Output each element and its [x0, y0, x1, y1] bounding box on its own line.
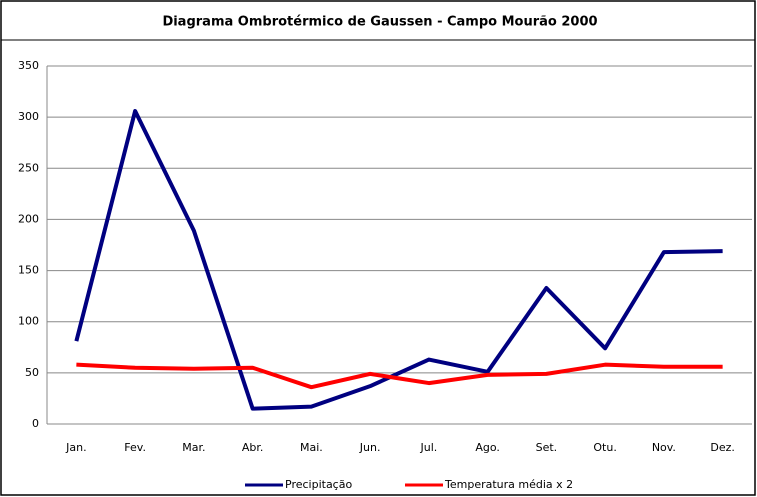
legend-label: Temperatura média x 2: [444, 478, 573, 491]
x-tick-label: Fev.: [124, 441, 146, 454]
x-tick-label: Jul.: [419, 441, 437, 454]
x-tick-label: Set.: [536, 441, 558, 454]
series-line: [76, 362, 723, 390]
y-tick-label: 350: [18, 59, 39, 72]
x-tick-label: Mar.: [182, 441, 205, 454]
x-tick-label: Jun.: [359, 441, 381, 454]
y-tick-label: 0: [32, 417, 39, 430]
x-tick-label: Ago.: [475, 441, 500, 454]
y-tick-label: 50: [25, 366, 39, 379]
y-tick-label: 150: [18, 264, 39, 277]
y-tick-label: 250: [18, 161, 39, 174]
x-tick-label: Dez.: [710, 441, 735, 454]
legend-label: Precipitação: [285, 478, 352, 491]
x-tick-label: Abr.: [242, 441, 264, 454]
x-tick-label: Nov.: [652, 441, 676, 454]
series-line: [74, 109, 723, 411]
x-tick-label: Mai.: [300, 441, 323, 454]
chart-title: Diagrama Ombrotérmico de Gaussen - Campo…: [162, 15, 597, 30]
y-tick-label: 300: [18, 110, 39, 123]
y-tick-label: 100: [18, 315, 39, 328]
y-tick-label: 200: [18, 212, 39, 225]
x-tick-label: Otu.: [593, 441, 616, 454]
x-tick-label: Jan.: [65, 441, 86, 454]
